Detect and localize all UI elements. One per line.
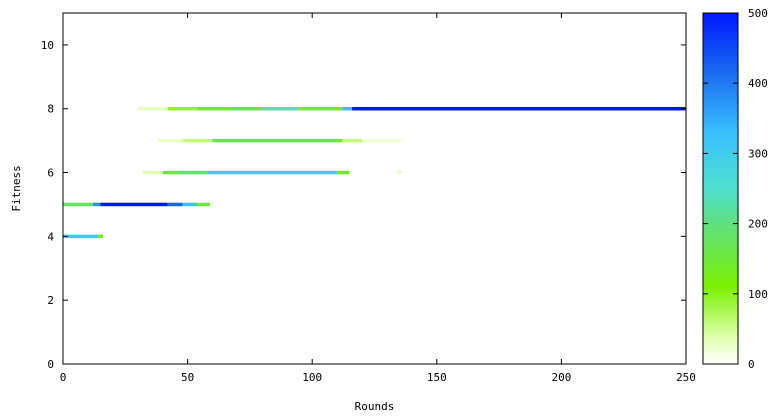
y-tick-label: 0 bbox=[47, 358, 54, 371]
heatmap-cell bbox=[212, 138, 343, 143]
y-tick-label: 10 bbox=[41, 39, 54, 52]
heatmap-cell bbox=[352, 106, 686, 111]
heatmap-cell bbox=[362, 138, 402, 143]
x-axis: 0 50 100 150 200 250 bbox=[60, 13, 696, 384]
colorbar-tick-label: 0 bbox=[748, 358, 755, 371]
heatmap-cell bbox=[92, 202, 101, 207]
heatmap-cell bbox=[232, 106, 263, 111]
x-tick-label: 150 bbox=[427, 371, 447, 384]
heatmap-cell bbox=[342, 106, 353, 111]
x-tick-label: 50 bbox=[181, 371, 194, 384]
y-axis-label: Fitness bbox=[10, 165, 23, 211]
y-axis: 0 2 4 6 8 10 bbox=[41, 39, 686, 371]
y-tick-label: 8 bbox=[47, 103, 54, 116]
x-tick-label: 0 bbox=[60, 371, 67, 384]
plot-background bbox=[63, 13, 686, 364]
heatmap-cell bbox=[396, 170, 402, 175]
x-tick-label: 100 bbox=[302, 371, 322, 384]
x-tick-label: 250 bbox=[676, 371, 696, 384]
plot-area bbox=[63, 13, 686, 364]
y-tick-label: 6 bbox=[47, 167, 54, 180]
heatmap-cell bbox=[177, 170, 208, 175]
plot-frame bbox=[62, 12, 687, 365]
colorbar-gradient bbox=[702, 12, 739, 365]
colorbar-tick-label: 300 bbox=[748, 147, 768, 160]
heatmap-cell bbox=[167, 106, 198, 111]
heatmap-cell bbox=[207, 170, 338, 175]
x-axis-label: Rounds bbox=[355, 400, 395, 413]
colorbar: 0 100 200 300 400 500 bbox=[702, 7, 768, 371]
x-tick-label: 200 bbox=[551, 371, 571, 384]
y-tick-label: 4 bbox=[47, 230, 54, 243]
heatmap-cell bbox=[97, 234, 103, 239]
heatmap-cell bbox=[137, 106, 168, 111]
heatmap-cell bbox=[197, 202, 211, 207]
heatmap-cell bbox=[100, 202, 168, 207]
colorbar-tick-label: 500 bbox=[748, 7, 768, 20]
heatmap-cell bbox=[342, 138, 363, 143]
heatmap-cell bbox=[299, 106, 343, 111]
y-tick-label: 2 bbox=[47, 294, 54, 307]
heatmap-cell bbox=[142, 170, 163, 175]
heatmap-cell bbox=[157, 138, 183, 143]
colorbar-tick-label: 400 bbox=[748, 77, 768, 90]
heatmap-cell bbox=[167, 202, 183, 207]
heatmap-cell bbox=[63, 202, 93, 207]
heatmap-cell bbox=[262, 106, 300, 111]
heatmap-cell bbox=[63, 234, 98, 239]
heatmap-cell bbox=[337, 170, 350, 175]
heatmap-cell bbox=[162, 170, 178, 175]
heatmap-cell bbox=[182, 202, 198, 207]
colorbar-tick-label: 200 bbox=[748, 218, 768, 231]
heatmap-cell bbox=[182, 138, 213, 143]
colorbar-tick-label: 100 bbox=[748, 288, 768, 301]
heatmap-cell bbox=[197, 106, 233, 111]
